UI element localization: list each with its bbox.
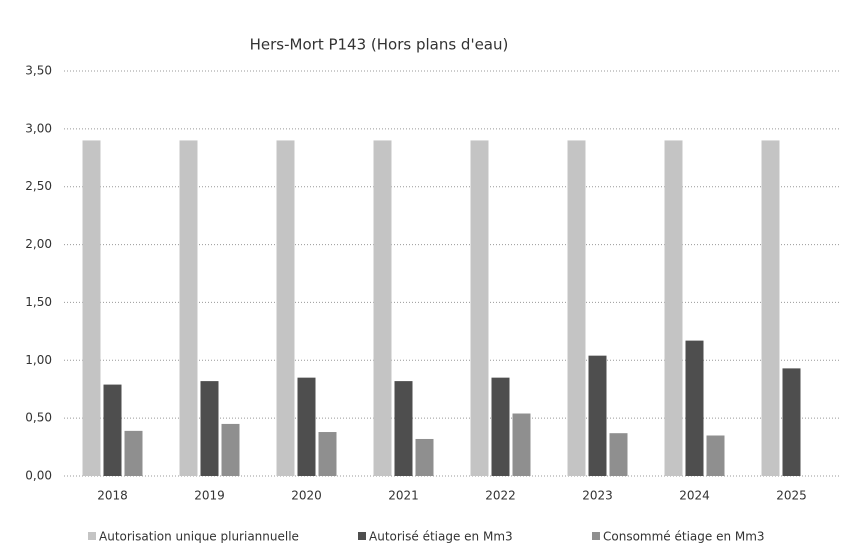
- bar: [609, 433, 628, 476]
- bar: [706, 435, 725, 476]
- bar: [491, 377, 510, 476]
- bar: [394, 381, 413, 476]
- bar: [200, 381, 219, 476]
- bar: [782, 368, 801, 476]
- x-tick-label: 2019: [194, 489, 225, 503]
- y-tick-label: 3,50: [25, 64, 52, 78]
- bar: [415, 438, 434, 476]
- y-tick-label: 1,00: [25, 353, 52, 367]
- legend-label: Autorisé étiage en Mm3: [369, 530, 513, 544]
- bar: [664, 140, 683, 476]
- bar: [124, 430, 143, 476]
- bar: [103, 384, 122, 476]
- chart-title: Hers-Mort P143 (Hors plans d'eau): [250, 36, 509, 54]
- bar: [373, 140, 392, 476]
- legend-swatch: [358, 532, 366, 540]
- y-tick-label: 3,00: [25, 121, 52, 135]
- legend-label: Autorisation unique pluriannuelle: [99, 530, 299, 544]
- bar: [82, 140, 101, 476]
- bar: [470, 140, 489, 476]
- bar: [276, 140, 295, 476]
- legend-label: Consommé étiage en Mm3: [603, 530, 765, 544]
- y-tick-label: 0,50: [25, 411, 52, 425]
- x-tick-label: 2023: [582, 489, 613, 503]
- y-tick-label: 0,00: [25, 469, 52, 483]
- x-tick-label: 2020: [291, 489, 322, 503]
- bar: [512, 413, 531, 476]
- x-tick-label: 2021: [388, 489, 419, 503]
- bar: [221, 423, 240, 476]
- x-tick-label: 2018: [97, 489, 128, 503]
- x-tick-label: 2022: [485, 489, 516, 503]
- y-tick-label: 1,50: [25, 295, 52, 309]
- bar: [567, 140, 586, 476]
- y-tick-label: 2,50: [25, 179, 52, 193]
- x-tick-label: 2025: [776, 489, 807, 503]
- bar: [297, 377, 316, 476]
- bar: [761, 140, 780, 476]
- bar: [588, 355, 607, 476]
- y-tick-label: 2,00: [25, 237, 52, 251]
- x-tick-label: 2024: [679, 489, 710, 503]
- bar: [179, 140, 198, 476]
- legend-swatch: [592, 532, 600, 540]
- bar: [318, 432, 337, 476]
- bar: [685, 340, 704, 476]
- legend-swatch: [88, 532, 96, 540]
